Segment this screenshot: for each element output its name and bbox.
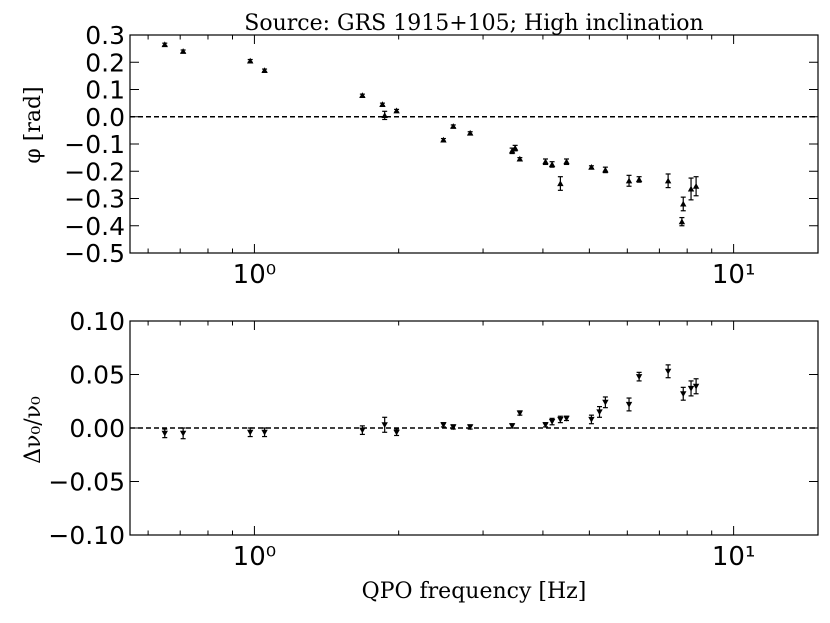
top-data-point [466,129,474,136]
top-data-point [359,92,366,99]
top-data-markers [161,41,700,227]
bottom-plot-frame [129,320,819,536]
top-tick-labels: 10⁰ 10¹ 0.30.20.10.0−0.1−0.2−0.3−0.4−0.5 [64,21,755,290]
top-y-tick-label: −0.4 [64,212,125,241]
top-data-point [664,173,672,189]
bottom-x-tick-label: 10¹ [712,542,756,572]
top-y-tick-label: 0.3 [85,21,125,50]
top-data-point [687,177,695,201]
top-data-point [542,158,549,166]
top-data-point [588,163,595,170]
top-x-tick-label: 10¹ [712,260,756,290]
bottom-data-point [161,428,168,439]
bottom-y-tick-label: 0.00 [69,414,125,443]
top-data-point [379,101,386,108]
bottom-data-point [588,414,595,425]
bottom-ylabel: Δν₀/ν₀ [21,396,46,464]
top-y-tick-label: −0.1 [64,130,125,159]
bottom-data-point [687,380,695,397]
top-data-point [450,123,457,129]
x-axis-label: QPO frequency [Hz] [362,579,587,604]
bottom-y-tick-label: −0.10 [48,521,125,550]
bottom-data-point [692,378,700,395]
bottom-data-point [542,422,549,428]
top-data-point [557,176,564,191]
top-data-point [563,158,570,166]
top-y-tick-label: 0.0 [85,103,125,132]
top-data-point [261,67,268,73]
bottom-y-tick-label: 0.05 [69,361,125,390]
top-y-tick-label: −0.2 [64,157,125,186]
bottom-data-point [508,423,516,430]
bottom-data-point [516,410,524,417]
bottom-data-markers [161,364,700,440]
bottom-data-point [466,424,474,431]
top-data-point [678,216,686,227]
bottom-data-point [664,364,672,379]
top-data-point [511,144,519,152]
top-axis-ticks [130,34,818,254]
bottom-data-point [359,425,366,436]
bottom-data-point [179,427,187,440]
top-ylabel: φ [rad] [21,86,46,163]
top-data-point [692,176,700,197]
bottom-data-point [635,371,643,382]
bottom-data-point [247,427,254,438]
bottom-data-point [680,386,687,401]
bottom-data-point [450,424,457,431]
top-data-point [381,110,388,121]
bottom-tick-labels: 10⁰ 10¹ 0.10 0.05 0.00 −0.05 −0.10 [48,307,755,572]
top-data-point [635,176,643,183]
top-y-tick-label: −0.5 [64,239,125,268]
top-y-tick-label: 0.2 [85,48,125,77]
bottom-data-point [557,415,564,424]
top-data-point [247,57,254,64]
bottom-data-point [261,427,268,438]
top-y-tick-label: 0.1 [85,76,125,105]
bottom-axis-ticks [130,320,818,536]
bottom-data-point [548,417,556,426]
top-data-point [161,41,168,48]
top-data-point [602,166,609,174]
top-data-point [440,136,447,143]
top-data-point [393,107,400,114]
top-data-point [548,161,556,168]
bottom-data-point [596,406,603,418]
chart-title: Source: GRS 1915+105; High inclination [244,11,703,36]
bottom-data-point [602,396,609,409]
top-data-point [625,174,633,187]
bottom-data-point [563,415,570,422]
top-plot-frame [129,34,819,254]
top-data-point [179,48,187,54]
bottom-y-tick-label: 0.10 [69,307,125,336]
bottom-data-point [393,428,400,437]
top-data-point [680,196,687,212]
top-y-tick-label: −0.3 [64,185,125,214]
top-data-point [516,155,524,162]
bottom-data-point [381,416,388,433]
bottom-data-point [440,422,447,428]
bottom-y-tick-label: −0.05 [48,468,125,497]
bottom-x-tick-label: 10⁰ [233,542,277,572]
top-x-tick-label: 10⁰ [233,260,277,290]
bottom-data-point [625,397,633,412]
